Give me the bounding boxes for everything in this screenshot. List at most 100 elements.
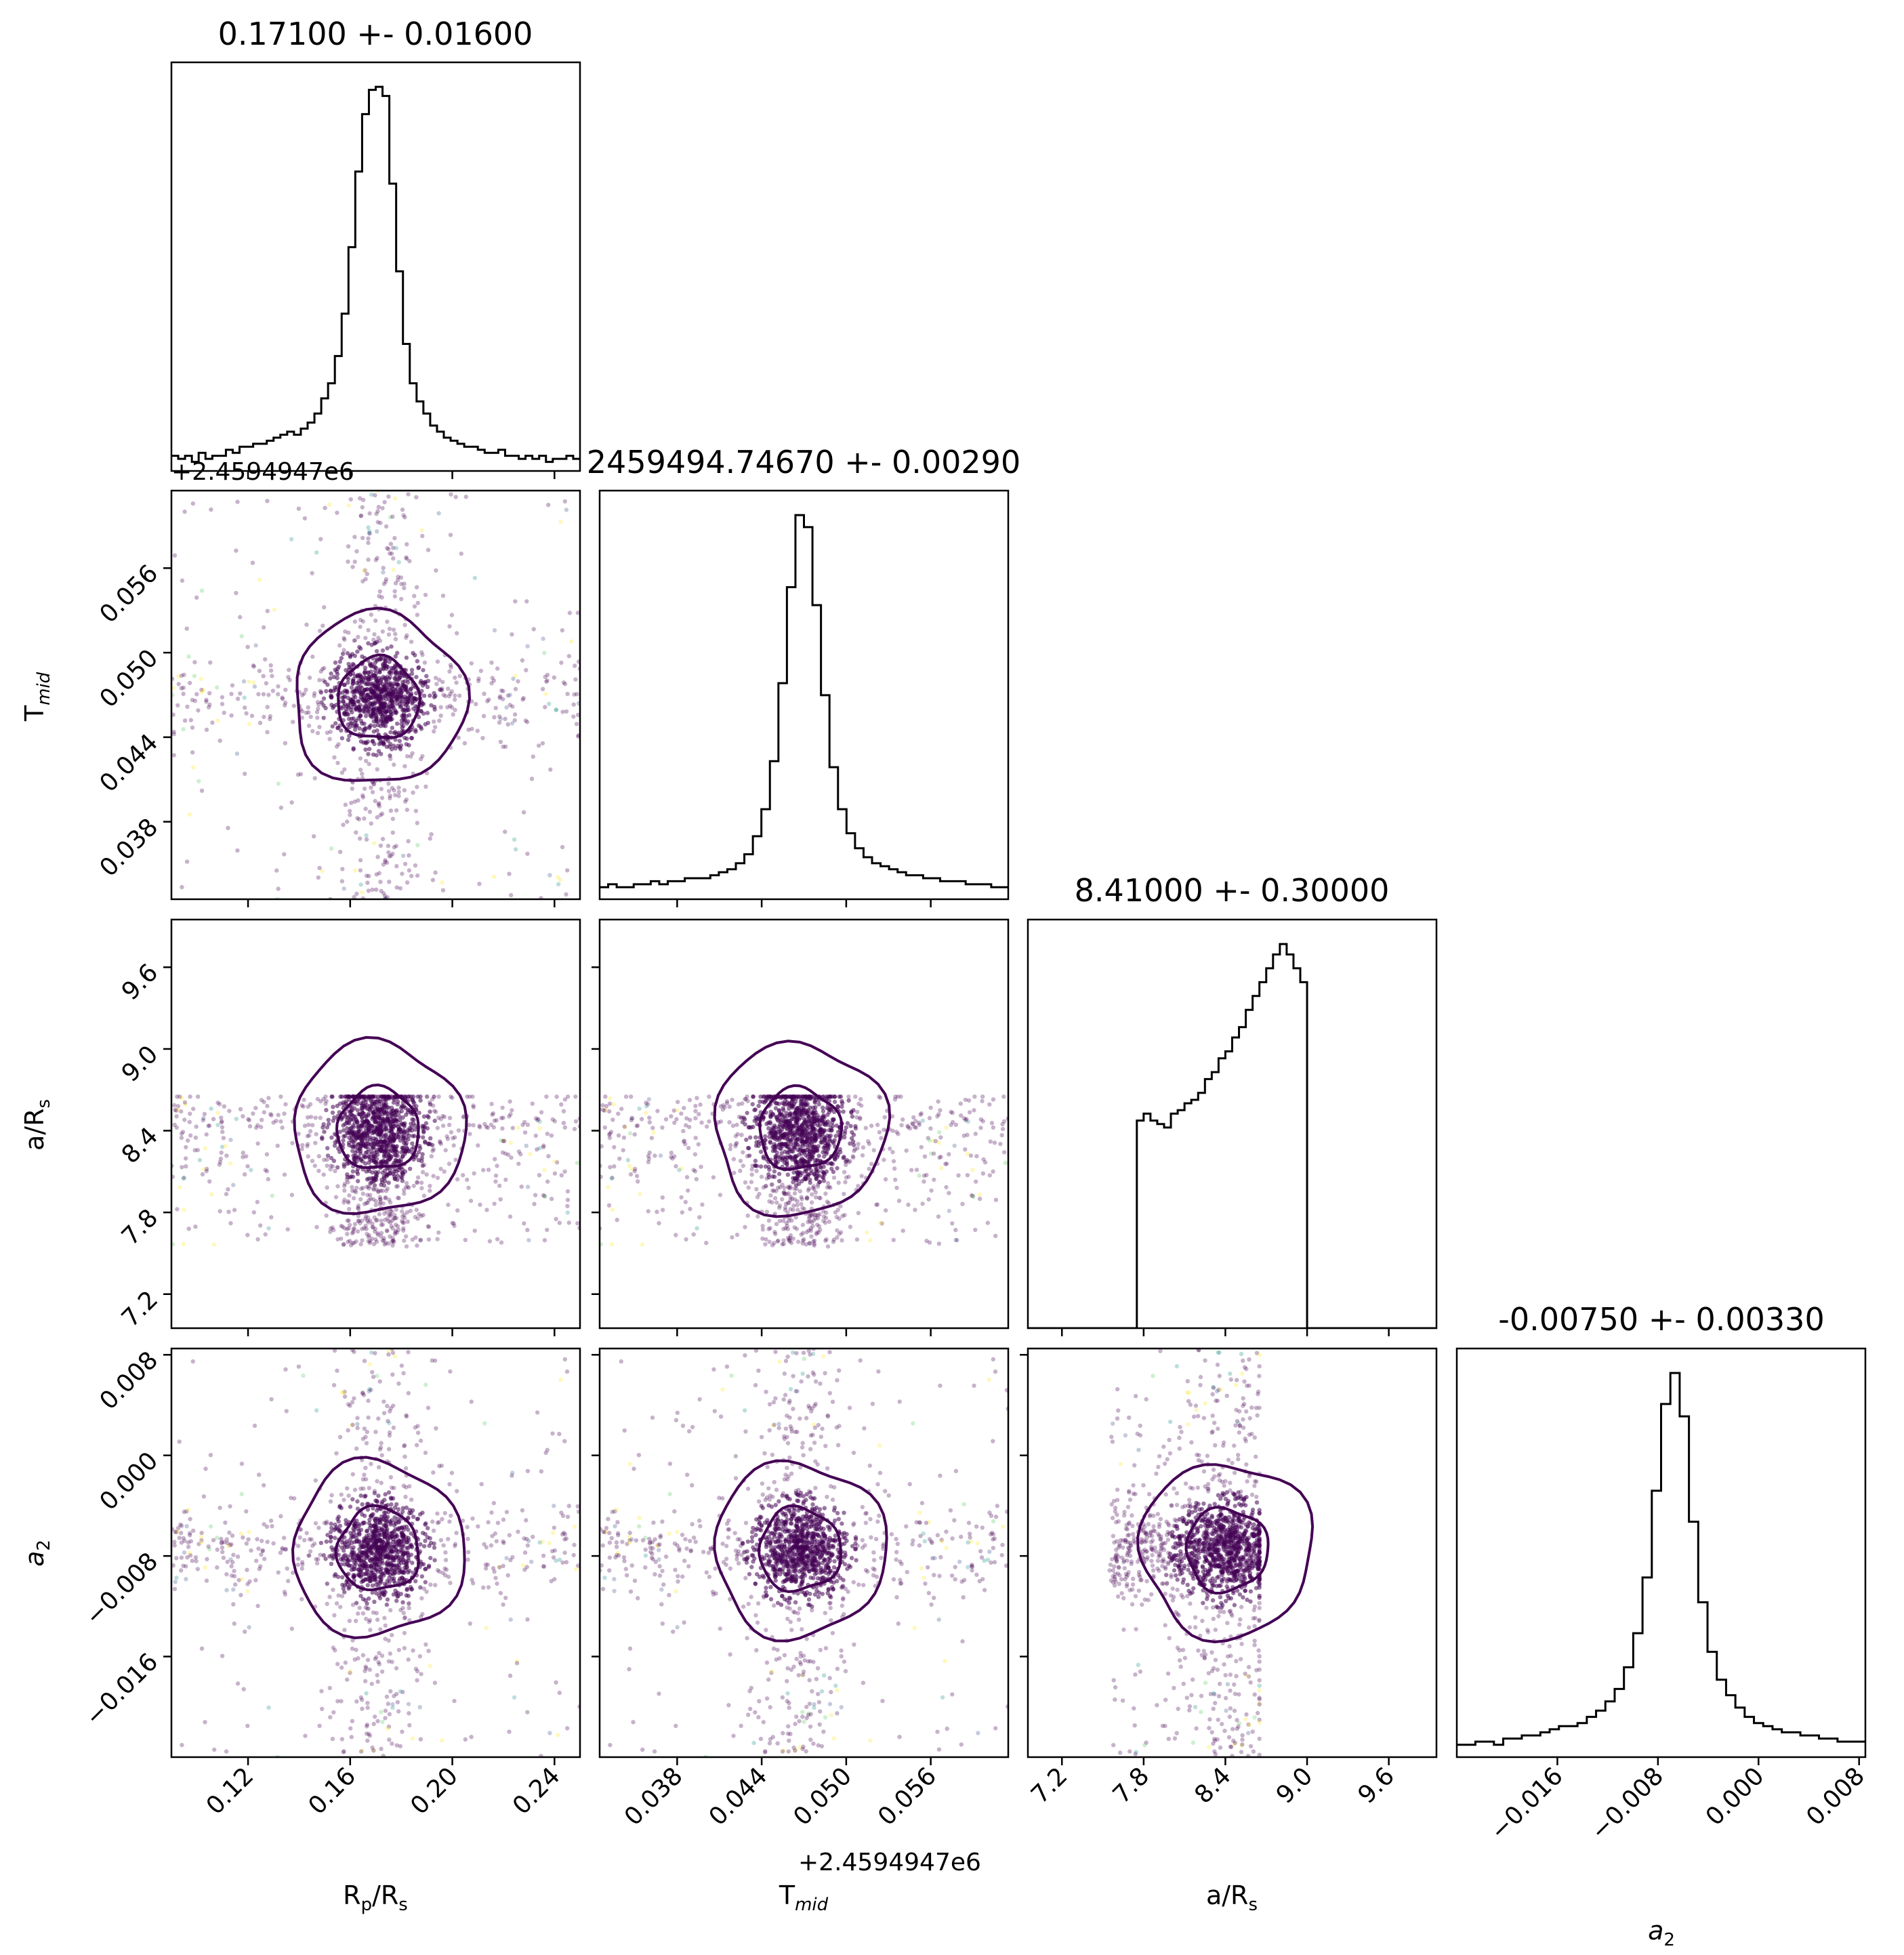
sample-point bbox=[304, 622, 309, 627]
sample-point bbox=[777, 1130, 781, 1134]
sample-point bbox=[329, 1164, 333, 1168]
sample-point bbox=[245, 644, 250, 649]
sample-point bbox=[402, 1191, 407, 1196]
sample-point bbox=[501, 744, 505, 749]
sample-point bbox=[552, 1159, 557, 1164]
sample-point bbox=[390, 1235, 395, 1241]
sample-point bbox=[249, 1168, 253, 1172]
sample-point bbox=[282, 1589, 287, 1594]
sample-point bbox=[981, 1157, 986, 1162]
sample-point bbox=[825, 1244, 831, 1249]
sample-point bbox=[511, 676, 516, 681]
sample-point bbox=[780, 1241, 785, 1247]
sample-point bbox=[449, 689, 454, 694]
sample-point bbox=[367, 531, 372, 536]
sample-point bbox=[375, 1189, 381, 1195]
sample-point bbox=[781, 1227, 786, 1231]
sample-point bbox=[284, 1409, 289, 1414]
sample-point bbox=[786, 1138, 791, 1143]
sample-point bbox=[379, 752, 384, 756]
sample-point bbox=[428, 1184, 432, 1189]
sample-point bbox=[971, 1194, 976, 1199]
sample-point bbox=[387, 1433, 392, 1438]
sample-point bbox=[373, 1227, 378, 1231]
sample-point bbox=[849, 1109, 854, 1114]
sample-point bbox=[339, 736, 345, 741]
sample-point bbox=[743, 1122, 747, 1127]
sample-point bbox=[331, 1587, 335, 1592]
sample-point bbox=[394, 885, 399, 890]
sample-point bbox=[381, 1140, 386, 1145]
sample-point bbox=[386, 1349, 392, 1353]
sample-point bbox=[276, 886, 281, 891]
sample-point bbox=[358, 756, 363, 761]
sample-point bbox=[350, 1241, 355, 1246]
sample-point bbox=[501, 697, 505, 701]
sample-point bbox=[315, 699, 320, 705]
sample-point bbox=[486, 1168, 491, 1172]
sample-point bbox=[386, 1135, 391, 1140]
sample-point bbox=[172, 1543, 177, 1548]
sample-point bbox=[944, 1125, 949, 1130]
sample-point bbox=[961, 1116, 967, 1121]
sample-point bbox=[498, 716, 503, 722]
sample-point bbox=[883, 1177, 888, 1182]
sample-point bbox=[324, 1098, 329, 1104]
sample-point bbox=[785, 1191, 789, 1197]
sample-point bbox=[312, 1164, 317, 1168]
sample-point bbox=[812, 1243, 816, 1248]
sample-point bbox=[290, 1140, 295, 1146]
sample-point bbox=[443, 1550, 448, 1555]
sample-point bbox=[554, 1160, 560, 1165]
sample-point bbox=[808, 1212, 813, 1217]
sample-point bbox=[821, 1209, 826, 1214]
sample-point bbox=[390, 1226, 395, 1231]
sample-point bbox=[417, 1149, 421, 1155]
sample-point bbox=[211, 1117, 216, 1121]
sample-point bbox=[516, 1161, 521, 1166]
sample-point bbox=[499, 1240, 504, 1245]
sample-point bbox=[342, 694, 348, 699]
sample-point bbox=[807, 1158, 812, 1163]
sample-point bbox=[432, 1094, 436, 1099]
sample-point bbox=[707, 1119, 711, 1124]
sample-point bbox=[283, 703, 287, 708]
sample-point bbox=[952, 1143, 957, 1149]
sample-point bbox=[375, 1232, 380, 1237]
sample-point bbox=[783, 1205, 788, 1210]
sample-point bbox=[630, 1166, 635, 1172]
sample-point bbox=[234, 590, 239, 596]
sample-point bbox=[788, 1123, 793, 1128]
sample-point bbox=[323, 1094, 328, 1099]
sample-point bbox=[316, 702, 321, 707]
sample-point bbox=[684, 1123, 688, 1128]
sample-point bbox=[674, 1164, 678, 1169]
sample-point bbox=[372, 1151, 377, 1155]
sample-point bbox=[499, 688, 504, 693]
sample-point bbox=[448, 691, 453, 696]
sample-point bbox=[378, 843, 384, 848]
sample-point bbox=[804, 1196, 810, 1201]
sample-point bbox=[972, 1108, 976, 1113]
sample-point bbox=[195, 1094, 201, 1099]
sample-point bbox=[356, 634, 360, 640]
sample-point bbox=[420, 680, 426, 685]
sample-point bbox=[812, 1121, 817, 1126]
sample-point bbox=[416, 714, 421, 720]
sample-point bbox=[519, 1185, 524, 1189]
sample-point bbox=[278, 1119, 283, 1124]
sample-point bbox=[407, 1185, 411, 1190]
sample-point bbox=[547, 701, 552, 706]
sample-point bbox=[492, 627, 497, 633]
sample-point bbox=[374, 649, 379, 654]
sample-point bbox=[390, 1632, 394, 1638]
sample-point bbox=[391, 546, 396, 550]
sample-point bbox=[192, 699, 198, 703]
sample-point bbox=[271, 1120, 276, 1125]
sample-point bbox=[368, 1181, 373, 1186]
sample-point bbox=[205, 1166, 209, 1172]
sample-point bbox=[505, 693, 511, 698]
sample-point bbox=[947, 1208, 952, 1214]
sample-point bbox=[385, 1228, 390, 1233]
sample-point bbox=[655, 1109, 660, 1113]
